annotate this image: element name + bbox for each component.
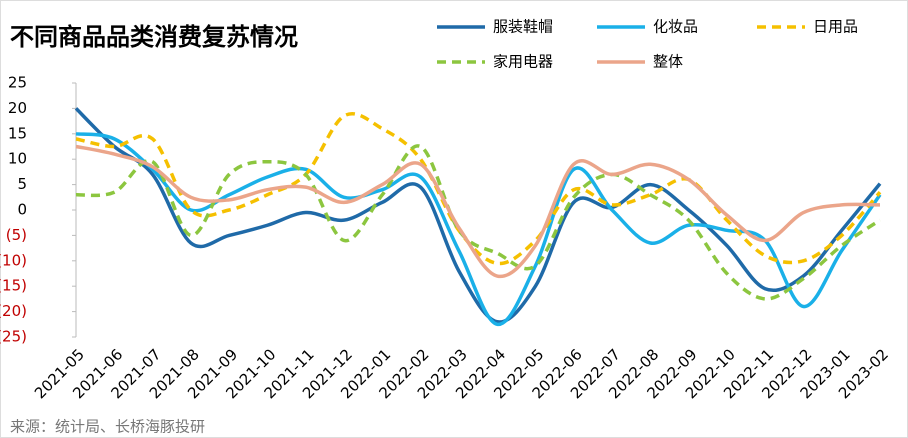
y-tick-label: 20 xyxy=(8,99,27,117)
legend-label: 日用品 xyxy=(813,18,858,36)
y-tick-label: 15 xyxy=(8,124,27,142)
y-tick-label: (10) xyxy=(0,251,27,269)
legend-label: 整体 xyxy=(653,53,683,71)
y-tick-label: (5) xyxy=(6,226,27,244)
series-line xyxy=(74,107,882,324)
legend-label: 化妆品 xyxy=(653,18,698,36)
y-tick-label: 5 xyxy=(17,175,27,193)
y-tick-label: 10 xyxy=(8,150,27,168)
source: 来源：统计局、长桥海豚投研 xyxy=(10,418,205,436)
legend-label: 服装鞋帽 xyxy=(493,18,553,36)
y-tick-label: (15) xyxy=(0,277,27,295)
y-tick-label: 0 xyxy=(17,201,27,219)
y-tick-label: 25 xyxy=(8,74,27,92)
legend-label: 家用电器 xyxy=(493,53,553,71)
y-tick-label: (25) xyxy=(0,328,27,346)
chart-title: 不同商品品类消费复苏情况 xyxy=(10,23,298,51)
y-tick-label: (20) xyxy=(0,302,27,320)
series-line xyxy=(75,144,881,279)
